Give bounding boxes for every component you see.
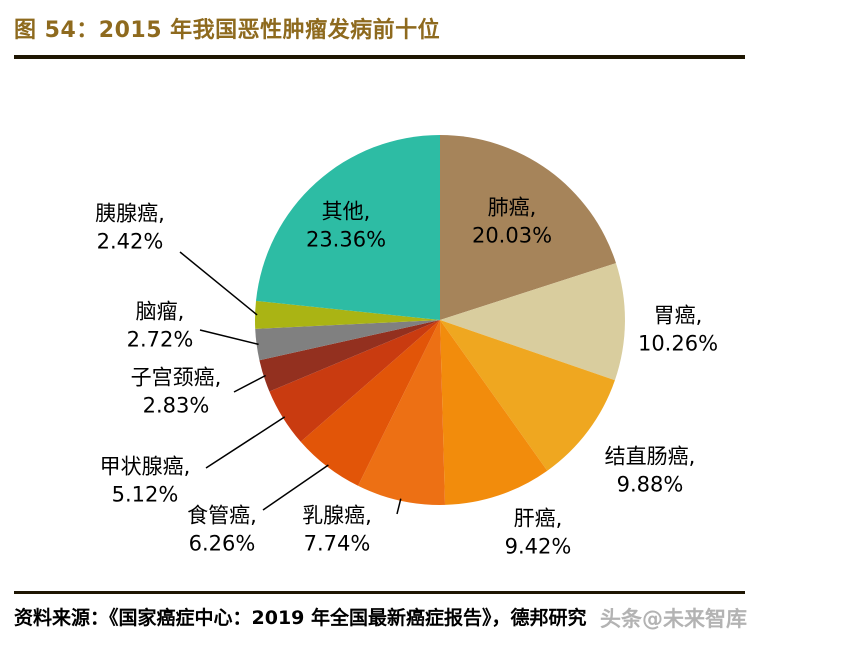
leader-line-脑瘤 — [199, 329, 259, 346]
pie-slice-肝癌 — [440, 320, 548, 505]
slice-label-肺癌: 肺癌, 20.03% — [472, 194, 552, 249]
pie-slice-脑瘤 — [255, 320, 440, 361]
pie-slice-子宫颈癌 — [259, 320, 440, 392]
title-rule — [14, 55, 745, 59]
leader-line-食管癌 — [262, 464, 329, 511]
slice-name: 肝癌, — [513, 506, 563, 531]
pie-slice-胰腺癌 — [254, 300, 440, 329]
slice-percent: 9.88% — [616, 472, 684, 496]
slice-name: 胰腺癌, — [95, 201, 165, 226]
slice-label-肝癌: 肝癌, 9.42% — [505, 505, 572, 560]
slice-name: 结直肠癌, — [604, 444, 696, 469]
slice-name: 子宫颈癌, — [130, 365, 222, 390]
slice-label-子宫颈癌: 子宫颈癌, 2.83% — [131, 364, 222, 419]
slice-label-乳腺癌: 乳腺癌, 7.74% — [302, 502, 372, 557]
slice-percent: 2.42% — [96, 229, 164, 253]
source-text: 资料来源：《国家癌症中心：2019 年全国最新癌症报告》，德邦研究 — [14, 607, 587, 629]
pie-slice-结直肠癌 — [440, 320, 615, 471]
slice-percent: 10.26% — [637, 331, 719, 355]
pie-slice-胃癌 — [440, 263, 625, 381]
pie-slice-其他 — [256, 135, 440, 320]
slice-label-甲状腺癌: 甲状腺癌, 5.12% — [100, 453, 191, 508]
slice-label-胃癌: 胃癌, 10.26% — [638, 302, 718, 357]
watermark-text: 头条@未来智库 — [600, 607, 747, 631]
slice-percent: 23.36% — [305, 227, 387, 251]
slice-percent: 7.74% — [303, 531, 371, 555]
slice-percent: 9.42% — [504, 534, 572, 558]
leader-line-乳腺癌 — [396, 498, 402, 515]
slice-name: 食管癌, — [187, 503, 257, 528]
footer-rule — [14, 591, 745, 594]
figure-title: 图 54：2015 年我国恶性肿瘤发病前十位 — [14, 18, 441, 43]
slice-name: 甲状腺癌, — [99, 454, 191, 479]
pie-slice-乳腺癌 — [358, 320, 445, 505]
slice-name: 乳腺癌, — [302, 503, 372, 528]
leader-line-子宫颈癌 — [233, 374, 266, 393]
slice-label-脑瘤: 脑瘤, 2.72% — [127, 298, 194, 353]
slice-label-食管癌: 食管癌, 6.26% — [187, 502, 257, 557]
slice-percent: 2.83% — [142, 393, 210, 417]
slice-name: 胃癌, — [653, 303, 703, 328]
slice-label-其他: 其他, 23.36% — [306, 198, 386, 253]
slice-label-结直肠癌: 结直肠癌, 9.88% — [605, 443, 696, 498]
slice-percent: 20.03% — [471, 223, 553, 247]
pie-slice-甲状腺癌 — [269, 320, 440, 442]
slice-percent: 6.26% — [188, 531, 256, 555]
slice-name: 肺癌, — [487, 195, 537, 220]
slice-percent: 5.12% — [111, 482, 179, 506]
slice-label-胰腺癌: 胰腺癌, 2.42% — [95, 200, 165, 255]
slice-percent: 2.72% — [126, 327, 194, 351]
pie-slice-食管癌 — [300, 320, 440, 486]
slice-name: 脑瘤, — [135, 299, 185, 324]
pie-slice-肺癌 — [440, 135, 616, 320]
slice-name: 其他, — [321, 199, 371, 224]
leader-line-胰腺癌 — [179, 251, 258, 316]
leader-line-甲状腺癌 — [205, 416, 286, 469]
